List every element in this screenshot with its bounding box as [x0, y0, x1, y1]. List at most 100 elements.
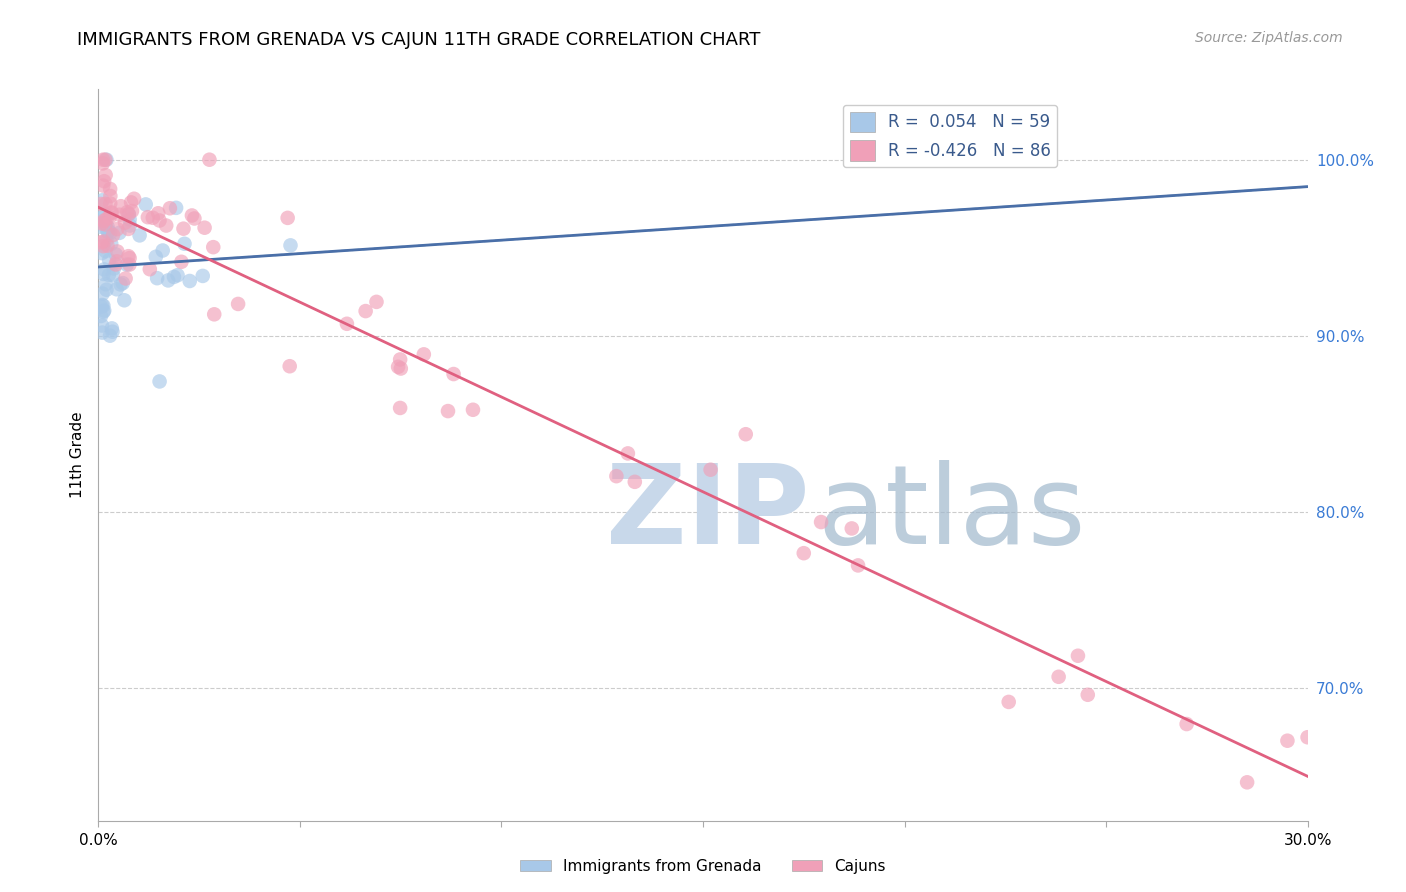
Point — [128, 228, 150, 243]
Point — [98, 182, 121, 196]
Point — [110, 199, 132, 213]
Point — [118, 251, 141, 265]
Point — [97, 224, 120, 238]
Y-axis label: 11th Grade: 11th Grade — [69, 411, 84, 499]
Point — [91, 239, 114, 253]
Point — [115, 258, 138, 272]
Point — [96, 212, 118, 227]
Point — [97, 225, 120, 239]
Point — [1067, 648, 1090, 663]
Point — [366, 294, 388, 309]
Point — [226, 297, 249, 311]
Point — [112, 293, 135, 308]
Point — [165, 201, 187, 215]
Point — [117, 222, 139, 236]
Point — [98, 211, 121, 225]
Point — [91, 318, 114, 333]
Point — [191, 268, 214, 283]
Point — [120, 195, 142, 210]
Point — [148, 206, 170, 220]
Text: atlas: atlas — [818, 460, 1087, 567]
Point — [1077, 688, 1099, 702]
Point — [146, 271, 169, 285]
Point — [93, 174, 115, 188]
Point — [118, 207, 141, 221]
Point — [91, 298, 114, 312]
Point — [91, 211, 114, 225]
Point — [91, 286, 114, 301]
Point — [387, 359, 409, 374]
Point — [94, 196, 117, 211]
Point — [202, 240, 225, 254]
Point — [389, 352, 412, 367]
Point — [179, 274, 201, 288]
Point — [96, 283, 118, 297]
Point — [997, 695, 1019, 709]
Point — [159, 201, 181, 215]
Point — [90, 246, 112, 260]
Point — [202, 307, 225, 321]
Point — [152, 244, 174, 258]
Point — [105, 282, 128, 296]
Point — [163, 269, 186, 284]
Point — [101, 321, 124, 335]
Text: IMMIGRANTS FROM GRENADA VS CAJUN 11TH GRADE CORRELATION CHART: IMMIGRANTS FROM GRENADA VS CAJUN 11TH GR… — [77, 31, 761, 49]
Point — [90, 217, 112, 231]
Point — [810, 515, 832, 529]
Point — [90, 235, 112, 250]
Point — [100, 206, 122, 220]
Point — [96, 222, 118, 236]
Point — [98, 226, 121, 240]
Point — [97, 268, 120, 282]
Point — [96, 238, 118, 252]
Point — [98, 253, 121, 268]
Point — [118, 219, 141, 233]
Point — [172, 221, 194, 235]
Point — [280, 238, 302, 252]
Point — [94, 168, 117, 182]
Point — [93, 235, 115, 249]
Point — [91, 156, 114, 170]
Point — [183, 211, 205, 226]
Legend: R =  0.054   N = 59, R = -0.426   N = 86: R = 0.054 N = 59, R = -0.426 N = 86 — [842, 105, 1057, 167]
Point — [623, 475, 645, 489]
Point — [1277, 733, 1299, 747]
Point — [96, 153, 118, 167]
Point — [136, 210, 159, 224]
Point — [94, 277, 117, 292]
Point — [91, 193, 114, 207]
Point — [91, 326, 114, 340]
Point — [101, 227, 124, 242]
Point — [94, 216, 117, 230]
Point — [145, 250, 167, 264]
Point — [194, 220, 217, 235]
Point — [93, 262, 115, 277]
Point — [118, 258, 141, 272]
Point — [98, 328, 121, 343]
Point — [93, 299, 115, 313]
Point — [100, 205, 122, 219]
Point — [846, 558, 869, 573]
Point — [173, 236, 195, 251]
Point — [1175, 717, 1198, 731]
Point — [149, 375, 172, 389]
Text: Source: ZipAtlas.com: Source: ZipAtlas.com — [1195, 31, 1343, 45]
Point — [105, 222, 128, 236]
Point — [412, 347, 434, 361]
Point — [110, 277, 132, 292]
Point — [155, 219, 177, 233]
Point — [793, 546, 815, 560]
Point — [166, 268, 188, 283]
Point — [605, 469, 627, 483]
Point — [108, 208, 131, 222]
Point — [135, 197, 157, 211]
Point — [93, 267, 115, 281]
Point — [94, 207, 117, 221]
Point — [94, 153, 117, 167]
Point — [98, 189, 121, 203]
Point — [198, 153, 221, 167]
Point — [121, 204, 143, 219]
Legend: Immigrants from Grenada, Cajuns: Immigrants from Grenada, Cajuns — [513, 853, 893, 880]
Point — [114, 216, 136, 230]
Point — [142, 211, 165, 225]
